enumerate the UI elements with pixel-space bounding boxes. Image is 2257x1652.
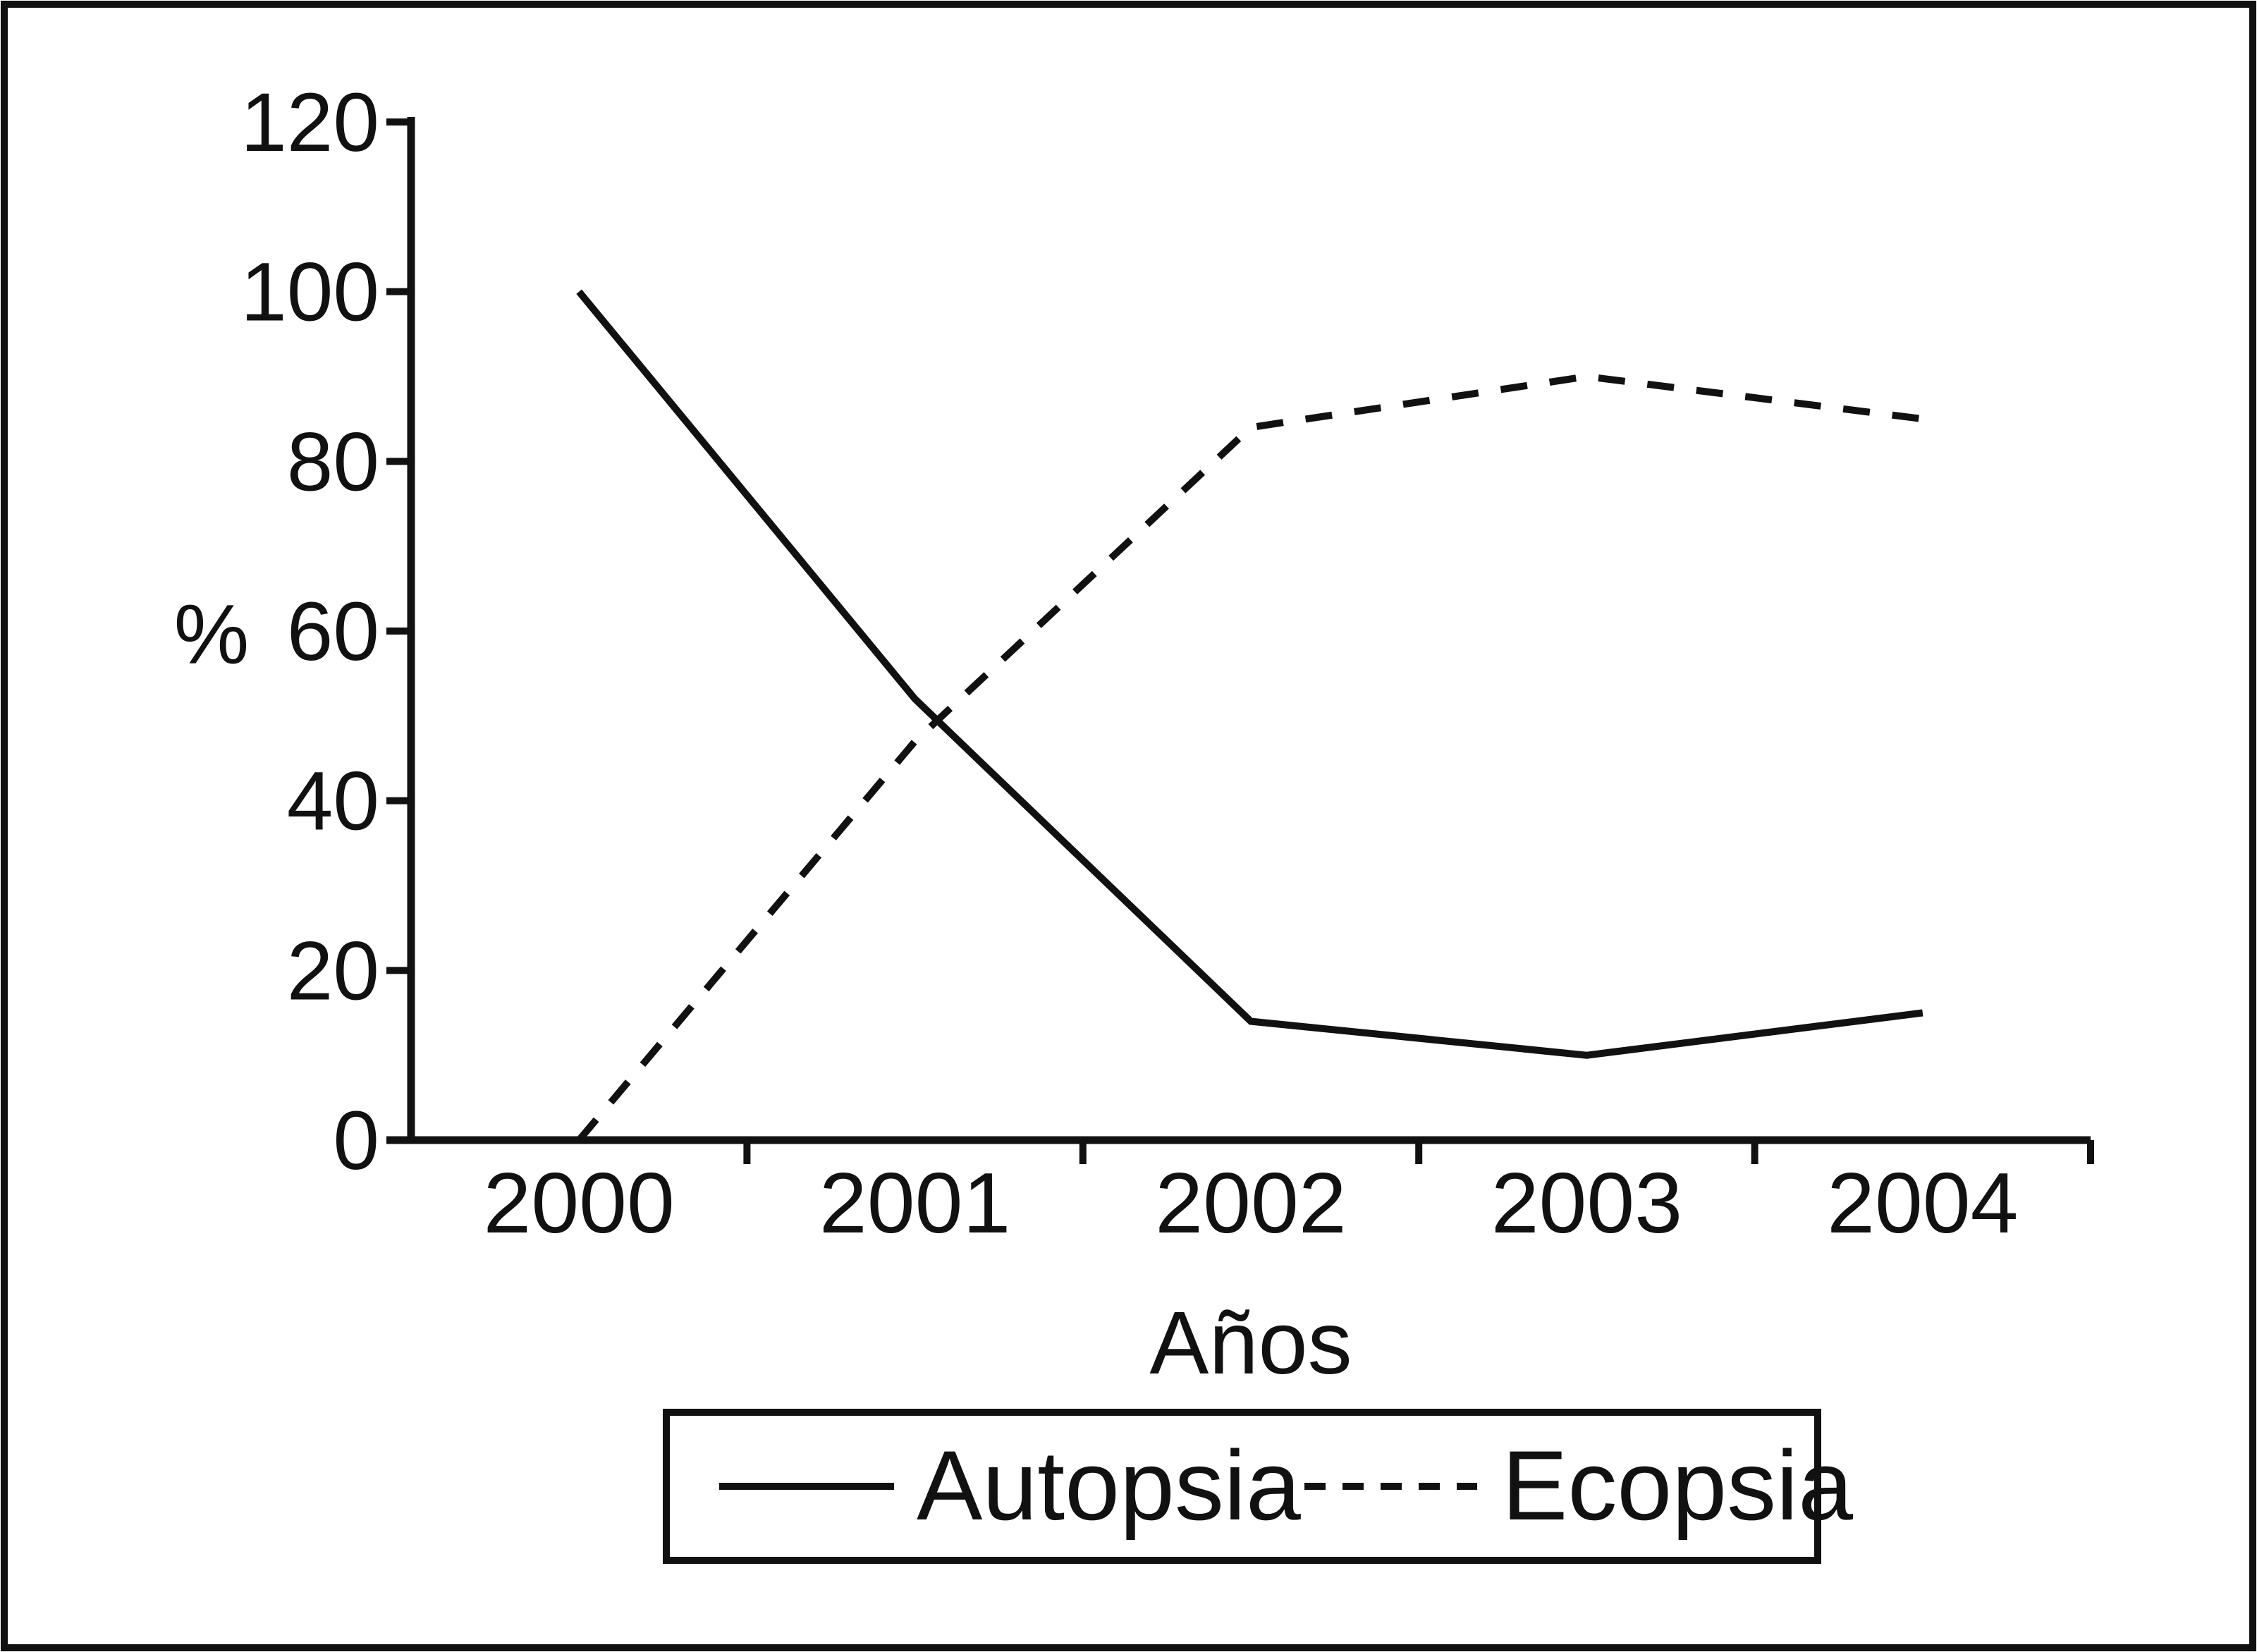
x-tick-label-2003: 2003 <box>1491 1155 1682 1251</box>
x-axis-ticks <box>743 1140 2094 1164</box>
y-tick-label-100: 100 <box>240 246 379 339</box>
legend-ecopsia-label: Ecopsia <box>1502 1430 1853 1541</box>
legend: Autopsia Ecopsia <box>663 1409 1853 1564</box>
y-axis-ticks <box>386 118 411 974</box>
x-tick-label-2000: 2000 <box>483 1155 674 1251</box>
y-tick-label-0: 0 <box>333 1094 379 1187</box>
y-axis-title: % <box>174 587 250 682</box>
legend-box <box>663 1409 1821 1564</box>
autopsia-line <box>576 289 1923 1059</box>
y-tick-label-120: 120 <box>240 76 379 169</box>
axes <box>386 117 2091 1144</box>
y-tick-label-40: 40 <box>287 755 379 848</box>
y-tick-label-20: 20 <box>287 924 379 1017</box>
x-tick-label-2002: 2002 <box>1155 1155 1346 1251</box>
x-tick-label-2004: 2004 <box>1827 1155 2018 1251</box>
ecopsia-line <box>576 372 1923 1143</box>
x-tick-label-2001: 2001 <box>819 1155 1010 1251</box>
y-axis-tick-labels: 0 20 40 60 80 100 120 <box>240 76 379 1187</box>
y-tick-label-80: 80 <box>287 415 379 508</box>
y-tick-label-60: 60 <box>287 585 379 678</box>
legend-autopsia-label: Autopsia <box>917 1430 1301 1541</box>
x-axis-tick-labels: 2000 2001 2002 2003 2004 <box>483 1155 2018 1251</box>
x-axis-title: Años <box>1149 1293 1352 1393</box>
